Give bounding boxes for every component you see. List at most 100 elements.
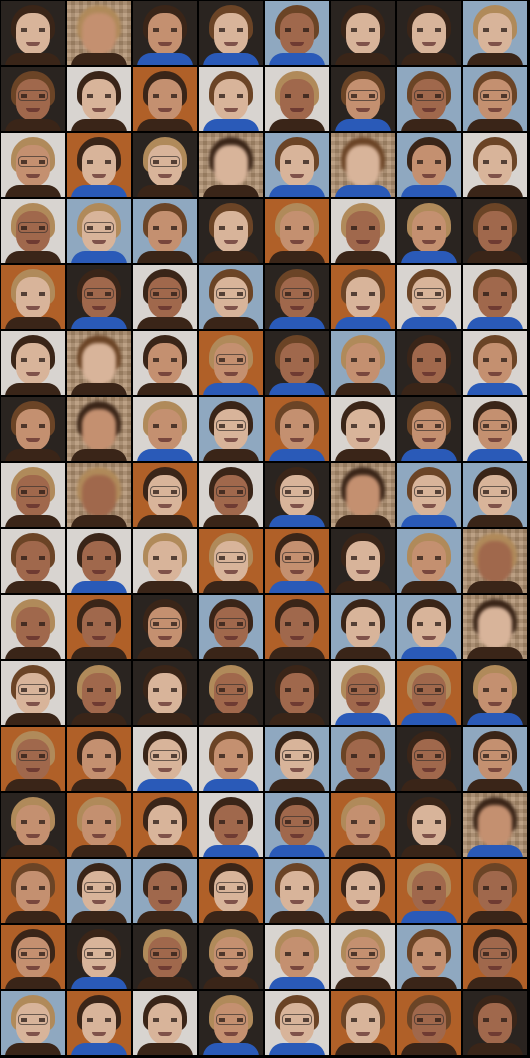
face-thumbnail	[265, 727, 329, 791]
face-thumbnail	[265, 331, 329, 395]
face-thumbnail	[199, 199, 263, 263]
face-thumbnail	[397, 859, 461, 923]
face-thumbnail	[133, 67, 197, 131]
face-thumbnail	[133, 265, 197, 329]
face-thumbnail	[397, 925, 461, 989]
face-thumbnail	[265, 595, 329, 659]
face-thumbnail	[199, 331, 263, 395]
face-thumbnail	[397, 595, 461, 659]
face-thumbnail	[67, 397, 131, 461]
face-thumbnail	[199, 1, 263, 65]
face-thumbnail	[463, 595, 527, 659]
face-thumbnail	[265, 397, 329, 461]
face-thumbnail	[133, 331, 197, 395]
face-thumbnail	[265, 199, 329, 263]
face-thumbnail	[133, 133, 197, 197]
face-thumbnail	[133, 727, 197, 791]
face-thumbnail	[331, 397, 395, 461]
face-thumbnail	[1, 1, 65, 65]
face-thumbnail	[1, 397, 65, 461]
face-thumbnail	[133, 595, 197, 659]
face-thumbnail	[1, 727, 65, 791]
face-thumbnail	[463, 265, 527, 329]
face-thumbnail	[331, 529, 395, 593]
face-thumbnail	[331, 595, 395, 659]
face-thumbnail	[67, 67, 131, 131]
face-thumbnail	[331, 661, 395, 725]
face-thumbnail	[331, 67, 395, 131]
face-thumbnail	[1, 529, 65, 593]
face-thumbnail	[331, 199, 395, 263]
face-thumbnail	[67, 463, 131, 527]
face-thumbnail	[397, 1, 461, 65]
face-thumbnail	[199, 133, 263, 197]
face-thumbnail	[397, 67, 461, 131]
face-thumbnail	[199, 397, 263, 461]
face-thumbnail	[463, 529, 527, 593]
face-thumbnail	[331, 331, 395, 395]
face-thumbnail	[1, 199, 65, 263]
face-thumbnail	[1, 331, 65, 395]
face-thumbnail	[67, 793, 131, 857]
face-thumbnail	[331, 133, 395, 197]
face-thumbnail	[1, 661, 65, 725]
face-thumbnail	[463, 397, 527, 461]
face-thumbnail	[397, 397, 461, 461]
face-thumbnail	[67, 859, 131, 923]
face-thumbnail	[265, 793, 329, 857]
face-thumbnail	[397, 661, 461, 725]
face-thumbnail	[265, 67, 329, 131]
face-thumbnail	[265, 1, 329, 65]
face-thumbnail	[67, 1, 131, 65]
face-thumbnail	[331, 463, 395, 527]
face-thumbnail	[133, 991, 197, 1055]
face-thumbnail	[67, 331, 131, 395]
face-thumbnail	[265, 661, 329, 725]
face-thumbnail	[397, 463, 461, 527]
face-thumbnail	[133, 925, 197, 989]
face-thumbnail	[67, 991, 131, 1055]
face-thumbnail	[67, 727, 131, 791]
face-thumbnail	[67, 133, 131, 197]
face-thumbnail	[67, 265, 131, 329]
face-thumbnail	[397, 133, 461, 197]
face-thumbnail	[397, 793, 461, 857]
face-thumbnail	[199, 727, 263, 791]
face-thumbnail	[331, 793, 395, 857]
face-thumbnail	[1, 793, 65, 857]
face-thumbnail	[265, 529, 329, 593]
face-thumbnail	[463, 463, 527, 527]
face-thumbnail	[199, 925, 263, 989]
face-thumbnail	[1, 991, 65, 1055]
face-thumbnail	[265, 859, 329, 923]
face-thumbnail	[199, 859, 263, 923]
face-thumbnail	[331, 859, 395, 923]
face-thumbnail	[397, 529, 461, 593]
face-thumbnail	[265, 265, 329, 329]
face-thumbnail	[199, 265, 263, 329]
face-thumbnail	[331, 991, 395, 1055]
face-thumbnail	[1, 265, 65, 329]
face-thumbnail	[265, 133, 329, 197]
face-thumbnail	[1, 133, 65, 197]
face-thumbnail	[463, 331, 527, 395]
face-thumbnail	[463, 727, 527, 791]
face-thumbnail	[397, 265, 461, 329]
face-thumbnail	[463, 793, 527, 857]
face-thumbnail	[397, 331, 461, 395]
face-thumbnail	[1, 859, 65, 923]
face-thumbnail	[463, 67, 527, 131]
face-thumbnail	[331, 727, 395, 791]
face-thumbnail	[1, 463, 65, 527]
face-thumbnail	[199, 661, 263, 725]
face-thumbnail	[1, 595, 65, 659]
face-thumbnail	[199, 67, 263, 131]
face-thumbnail	[1, 925, 65, 989]
face-thumbnail	[331, 925, 395, 989]
face-thumbnail	[133, 793, 197, 857]
face-thumbnail	[463, 859, 527, 923]
face-thumbnail	[265, 463, 329, 527]
face-thumbnail	[133, 397, 197, 461]
face-thumbnail	[265, 925, 329, 989]
